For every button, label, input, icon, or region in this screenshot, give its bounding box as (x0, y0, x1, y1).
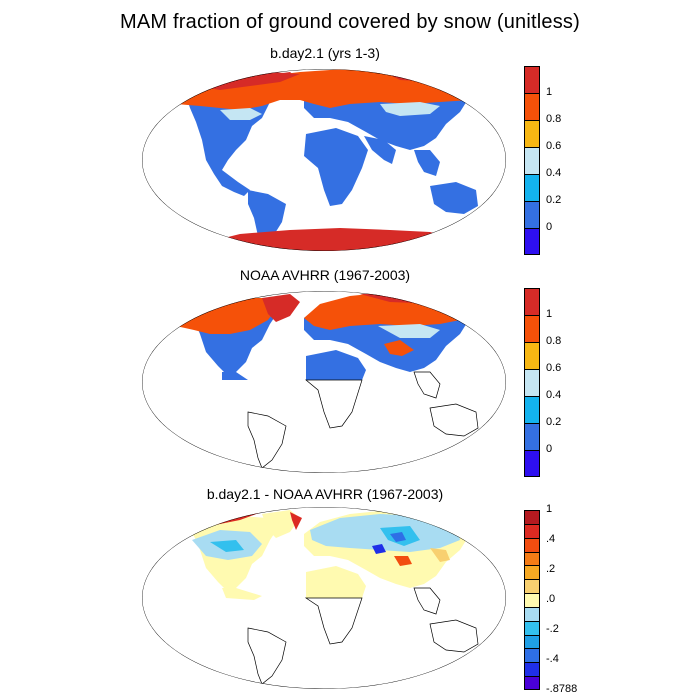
colorbar-box (525, 635, 539, 650)
panel-2-title: NOAA AVHRR (1967-2003) (239, 267, 411, 283)
colorbar-label: .4 (546, 533, 556, 545)
africa-land (304, 128, 368, 206)
colorbar-box (525, 175, 539, 202)
figure-title: MAM fraction of ground covered by snow (… (120, 11, 580, 33)
colorbar-box (525, 451, 539, 476)
colorbar-boxes (524, 66, 540, 255)
south-america-outline (247, 411, 287, 469)
colorbar-boxes (524, 288, 540, 477)
colorbar-label: -.2 (546, 623, 559, 635)
colorbar-box (525, 538, 539, 553)
panel-3-title: b.day2.1 - NOAA AVHRR (1967-2003) (206, 486, 444, 502)
colorbar-box (525, 649, 539, 664)
colorbar-label: 1 (546, 503, 553, 515)
colorbar-box (525, 94, 539, 121)
siberia-negative-core (390, 532, 406, 542)
colorbar-box (525, 607, 539, 622)
colorbar-label: 0.2 (546, 194, 562, 206)
colorbar-label: -.8788 (546, 683, 578, 695)
southeast-asia-outline (413, 371, 441, 399)
panel-2-map (142, 291, 506, 473)
colorbar-box (525, 566, 539, 581)
colorbar-boxes (524, 510, 540, 690)
australia-outline (429, 619, 479, 653)
greenland-rim (290, 512, 302, 530)
colorbar-box (525, 621, 539, 636)
colorbar-box (525, 397, 539, 424)
colorbar-box (525, 677, 539, 689)
panel-1-title: b.day2.1 (yrs 1-3) (270, 45, 380, 61)
colorbar-box (525, 580, 539, 595)
colorbar-box (525, 370, 539, 397)
antarctica-land (190, 228, 470, 251)
siberia-partial-snow (380, 102, 440, 116)
africa-south-outline (305, 379, 363, 429)
panel-1-colorbar: 0 0.2 0.4 0.6 0.8 1 (524, 66, 561, 255)
panel-3-map (142, 507, 506, 689)
australia-outline (429, 403, 479, 437)
north-america-snow (176, 298, 278, 334)
colorbar-label: .0 (546, 593, 556, 605)
africa-south-outline (304, 597, 363, 645)
panel-3-colorbar: -.8788 -.4 -.2 .0 .2 .4 1 (524, 503, 577, 695)
colorbar-label: 0 (546, 221, 553, 233)
colorbar-box (525, 594, 539, 608)
colorbar-label: 1 (546, 86, 553, 98)
tibet-positive (394, 556, 412, 566)
colorbar-label: 0.6 (546, 140, 562, 152)
colorbar-box (525, 424, 539, 451)
central-asia-negative-min (372, 544, 386, 554)
east-asia-positive (430, 548, 450, 562)
colorbar-label: 0 (546, 443, 553, 455)
central-asia-partial-snow (378, 324, 440, 338)
greenland-diff (262, 510, 300, 538)
colorbar-box (525, 121, 539, 148)
colorbar-box (525, 289, 539, 316)
colorbar-box (525, 67, 539, 94)
southeast-asia-land (414, 150, 440, 176)
africa-north-diff (306, 566, 366, 598)
canada-partial-snow (220, 108, 262, 120)
colorbar-label: .2 (546, 563, 556, 575)
colorbar-box (525, 552, 539, 567)
panel-1-map (142, 69, 506, 251)
colorbar-box (525, 316, 539, 343)
colorbar-label: -.4 (546, 653, 559, 665)
mexico-land (222, 372, 248, 380)
colorbar-label: 0.4 (546, 389, 562, 401)
north-snow-red (196, 72, 300, 90)
australia-land (430, 182, 478, 214)
south-america-outline (247, 627, 287, 685)
mexico-diff (222, 588, 262, 600)
colorbar-label: 1 (546, 308, 553, 320)
colorbar-label: 0.8 (546, 335, 562, 347)
panel-2-colorbar: 0 0.2 0.4 0.6 0.8 1 (524, 288, 561, 477)
colorbar-box (525, 524, 539, 539)
tibet-snow (384, 340, 414, 356)
colorbar-label: 0.8 (546, 113, 562, 125)
colorbar-label: 0.4 (546, 167, 562, 179)
north-america-land (186, 78, 278, 196)
africa-north-land (306, 350, 366, 380)
colorbar-box (525, 202, 539, 229)
colorbar-box (525, 229, 539, 254)
colorbar-box (525, 148, 539, 175)
southeast-asia-outline (413, 587, 441, 615)
greenland-land (262, 294, 300, 322)
colorbar-box (525, 663, 539, 678)
colorbar-label: 0.2 (546, 416, 562, 428)
south-america-land (248, 190, 286, 246)
north-america-negative-2 (210, 540, 244, 552)
south-asia-land (364, 136, 396, 164)
colorbar-box (525, 511, 539, 525)
colorbar-label: 0.6 (546, 362, 562, 374)
colorbar-box (525, 343, 539, 370)
